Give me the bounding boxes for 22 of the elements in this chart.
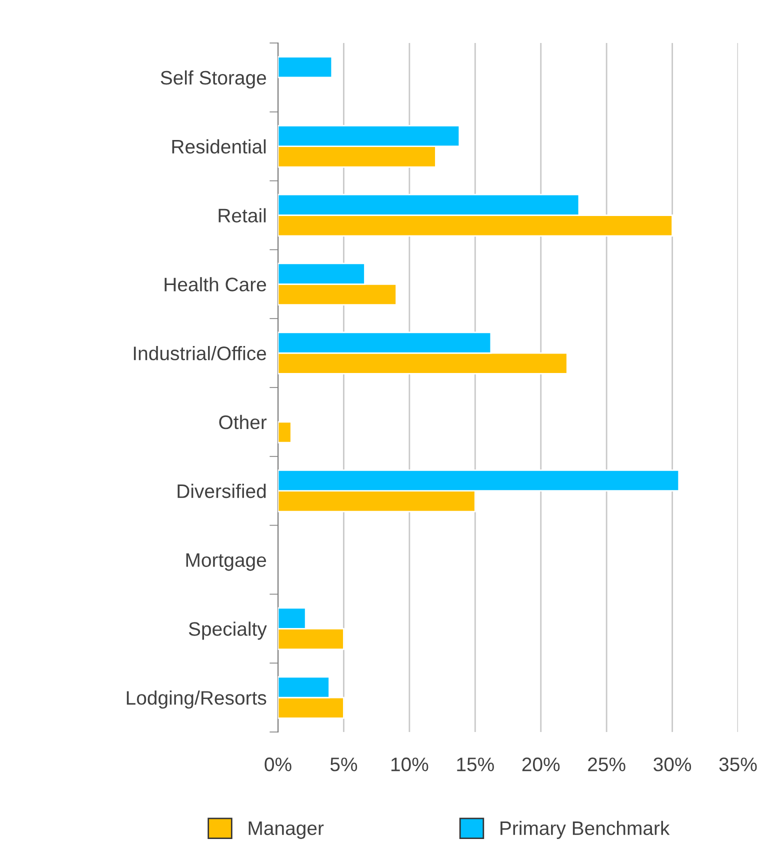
y-tick-label: Retail <box>218 208 266 222</box>
y-tick-label: Lodging/Resorts <box>126 690 266 709</box>
y-tick-label: Residential <box>172 139 266 154</box>
y-tick-label: Other <box>219 414 267 430</box>
bar <box>278 56 333 78</box>
x-tick-label: 0% <box>264 758 292 772</box>
y-tick-label: Industrial/Office <box>134 346 266 360</box>
y-tick-label: Mortgage <box>186 553 266 571</box>
y-tick-label: Diversified <box>178 484 266 498</box>
y-tick-label: Self Storage <box>160 70 266 89</box>
x-tick-label: 20% <box>522 758 560 772</box>
y-tick-label: Specialty <box>188 622 267 640</box>
y-tick-label: Health Care <box>164 277 266 292</box>
legend-label: Manager <box>248 822 324 839</box>
legend-label: Primary Benchmark <box>500 820 670 839</box>
x-tick-label: 25% <box>588 758 626 772</box>
bar <box>278 421 292 444</box>
x-tick-label: 35% <box>719 758 757 772</box>
x-tick-label: 30% <box>654 758 692 772</box>
x-tick-label: 5% <box>330 758 358 772</box>
x-tick-label: 15% <box>457 758 494 772</box>
x-tick-label: 10% <box>391 758 428 772</box>
